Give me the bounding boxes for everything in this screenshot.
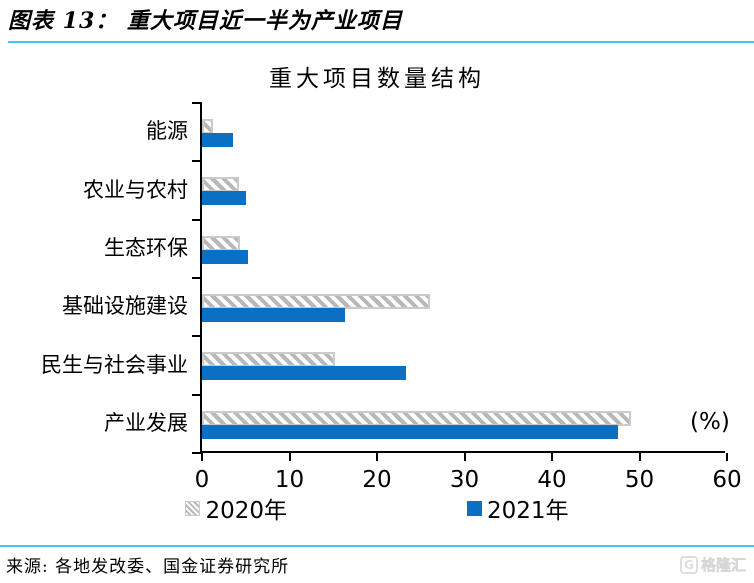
gelonghui-logo: G 格隆汇 xyxy=(679,554,747,575)
report-header: 图表 13： 重大项目近一半为产业项目 xyxy=(0,0,754,43)
x-axis-tick xyxy=(551,453,553,461)
y-axis-tick xyxy=(192,102,202,104)
bar-2020年 xyxy=(202,410,631,426)
x-axis-tick xyxy=(376,453,378,461)
legend-entry-2021年: 2021年 xyxy=(467,491,569,525)
bar-2020年 xyxy=(202,235,240,251)
bar-2020年 xyxy=(202,177,239,193)
x-axis-tick-label: 50 xyxy=(624,467,655,493)
logo-g-icon: G xyxy=(679,555,698,574)
bar-2020年 xyxy=(202,119,214,134)
source-text: 来源: 各地发改委、国金证券研究所 xyxy=(6,557,290,577)
legend-swatch-icon xyxy=(185,500,201,516)
unit-label: (%) xyxy=(690,409,730,435)
figure-title: 图表 13： 重大项目近一半为产业项目 xyxy=(8,8,403,34)
bar-2021年 xyxy=(202,366,406,381)
bar-2021年 xyxy=(202,249,248,264)
logo-text: 格隆汇 xyxy=(700,556,747,575)
x-axis-tick-label: 10 xyxy=(274,467,305,493)
category-label: 生态环保 xyxy=(104,235,188,260)
legend-label: 2020年 xyxy=(205,498,287,524)
x-axis-tick xyxy=(726,453,728,461)
legend-swatch-icon xyxy=(467,500,482,516)
y-axis-tick xyxy=(192,393,202,396)
x-axis-tick-label: 20 xyxy=(362,467,392,493)
category-label: 产业发展 xyxy=(104,410,188,435)
bar-2021年 xyxy=(202,191,246,206)
x-axis-tick xyxy=(288,453,291,461)
y-axis-tick xyxy=(192,452,202,454)
x-axis-tick xyxy=(201,453,203,461)
category-label: 民生与社会事业 xyxy=(41,352,188,377)
y-axis-tick xyxy=(192,160,202,163)
x-axis-tick-label: 40 xyxy=(537,467,567,493)
bar-2021年 xyxy=(202,424,618,439)
x-axis-tick-label: 0 xyxy=(194,467,210,493)
x-axis-tick-label: 30 xyxy=(449,467,480,493)
bar-2020年 xyxy=(202,294,430,309)
legend-label: 2021年 xyxy=(487,498,569,524)
legend: 2020年 2021年 xyxy=(0,491,754,525)
bar-2021年 xyxy=(202,133,233,147)
x-axis-tick xyxy=(463,453,466,461)
x-axis-tick xyxy=(638,453,641,461)
report-footer: 来源: 各地发改委、国金证券研究所 G 格隆汇 xyxy=(0,545,754,583)
bar-plot: (%) 能源农业与农村生态环保基础设施建设民生与社会事业产业发展 0 10 20 30 4… xyxy=(41,102,742,493)
legend-entry-2020年: 2020年 xyxy=(185,491,287,525)
x-axis-tick-label: 60 xyxy=(712,467,742,493)
y-axis-tick xyxy=(192,335,202,338)
y-axis-tick xyxy=(192,218,202,221)
chart-area: 重大项目数量结构 (%) 能源农业与农村生态环保基础设施建设民生与社会事业产业发… xyxy=(0,43,754,549)
category-label: 农业与农村 xyxy=(83,177,188,202)
category-label: 基础设施建设 xyxy=(62,294,188,319)
footer-divider xyxy=(0,545,754,547)
category-label: 能源 xyxy=(146,119,188,144)
bar-2020年 xyxy=(202,352,335,368)
bar-2021年 xyxy=(202,308,345,322)
chart-title: 重大项目数量结构 xyxy=(269,66,485,92)
header-divider xyxy=(8,41,754,43)
y-axis-tick xyxy=(192,277,202,279)
